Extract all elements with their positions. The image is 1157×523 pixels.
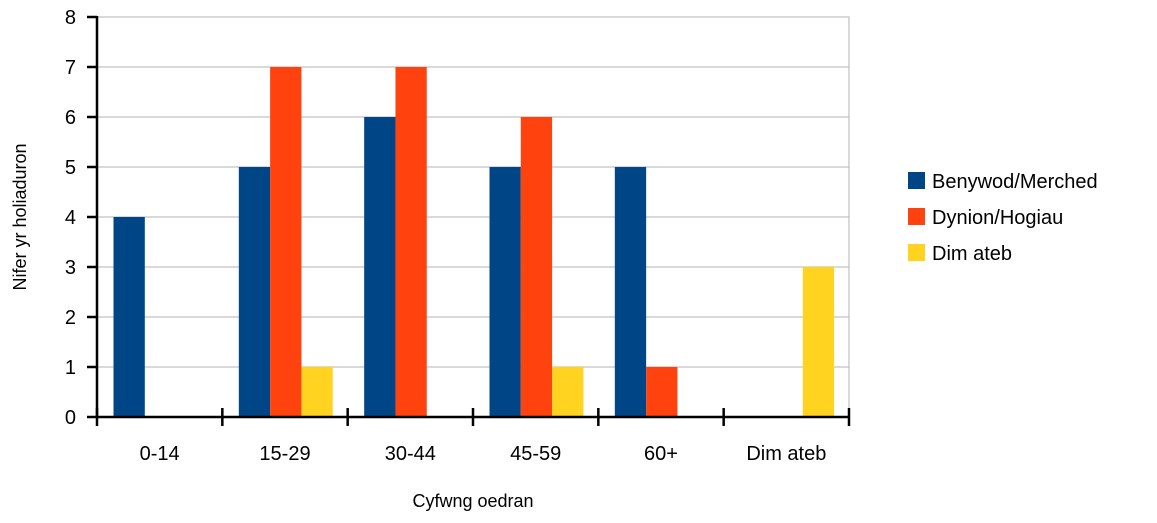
y-tick-labels: 0 1 2 3 4 5 6 7 8 [65, 7, 76, 429]
y-tick-label: 5 [65, 157, 76, 179]
bar [270, 67, 302, 417]
bar [364, 117, 396, 417]
bar [113, 217, 145, 417]
y-tick-label: 7 [65, 57, 76, 79]
bar [614, 167, 647, 417]
x-tick-label: 0-14 [140, 443, 180, 465]
x-tick-label: Dim ateb [746, 443, 826, 465]
y-tick-label: 6 [65, 107, 76, 129]
x-tick-labels: 0-14 15-29 30-44 45-59 60+ Dim ateb [140, 443, 827, 465]
bar [802, 267, 835, 417]
y-axis-title: Nifer yr holiaduron [10, 143, 30, 290]
x-tick-label: 60+ [644, 443, 678, 465]
bar [552, 367, 584, 417]
x-tick-label: 45-59 [510, 443, 561, 465]
bar [301, 367, 333, 417]
y-tick-label: 0 [65, 407, 76, 429]
legend-swatch [908, 208, 925, 225]
axes [87, 15, 851, 426]
bar [238, 167, 271, 417]
x-axis-title: Cyfwng oedran [412, 491, 533, 511]
legend-swatch [908, 172, 925, 189]
legend-label: Dim ateb [932, 243, 1012, 265]
y-tick-label: 1 [65, 357, 76, 379]
bar [395, 67, 427, 417]
y-tick-label: 3 [65, 257, 76, 279]
bar [520, 117, 553, 417]
legend-label: Dynion/Hogiau [932, 207, 1063, 229]
bar [489, 167, 521, 417]
x-tick-label: 30-44 [385, 443, 436, 465]
y-tick-label: 4 [65, 207, 76, 229]
legend: Benywod/Merched Dynion/Hogiau Dim ateb [908, 171, 1098, 265]
legend-label: Benywod/Merched [932, 171, 1098, 193]
gridlines [96, 16, 850, 418]
x-tick-label: 15-29 [259, 443, 310, 465]
legend-swatch [908, 244, 925, 261]
y-tick-label: 2 [65, 307, 76, 329]
bar [646, 367, 678, 417]
y-tick-label: 8 [65, 7, 76, 29]
bars [113, 67, 835, 417]
